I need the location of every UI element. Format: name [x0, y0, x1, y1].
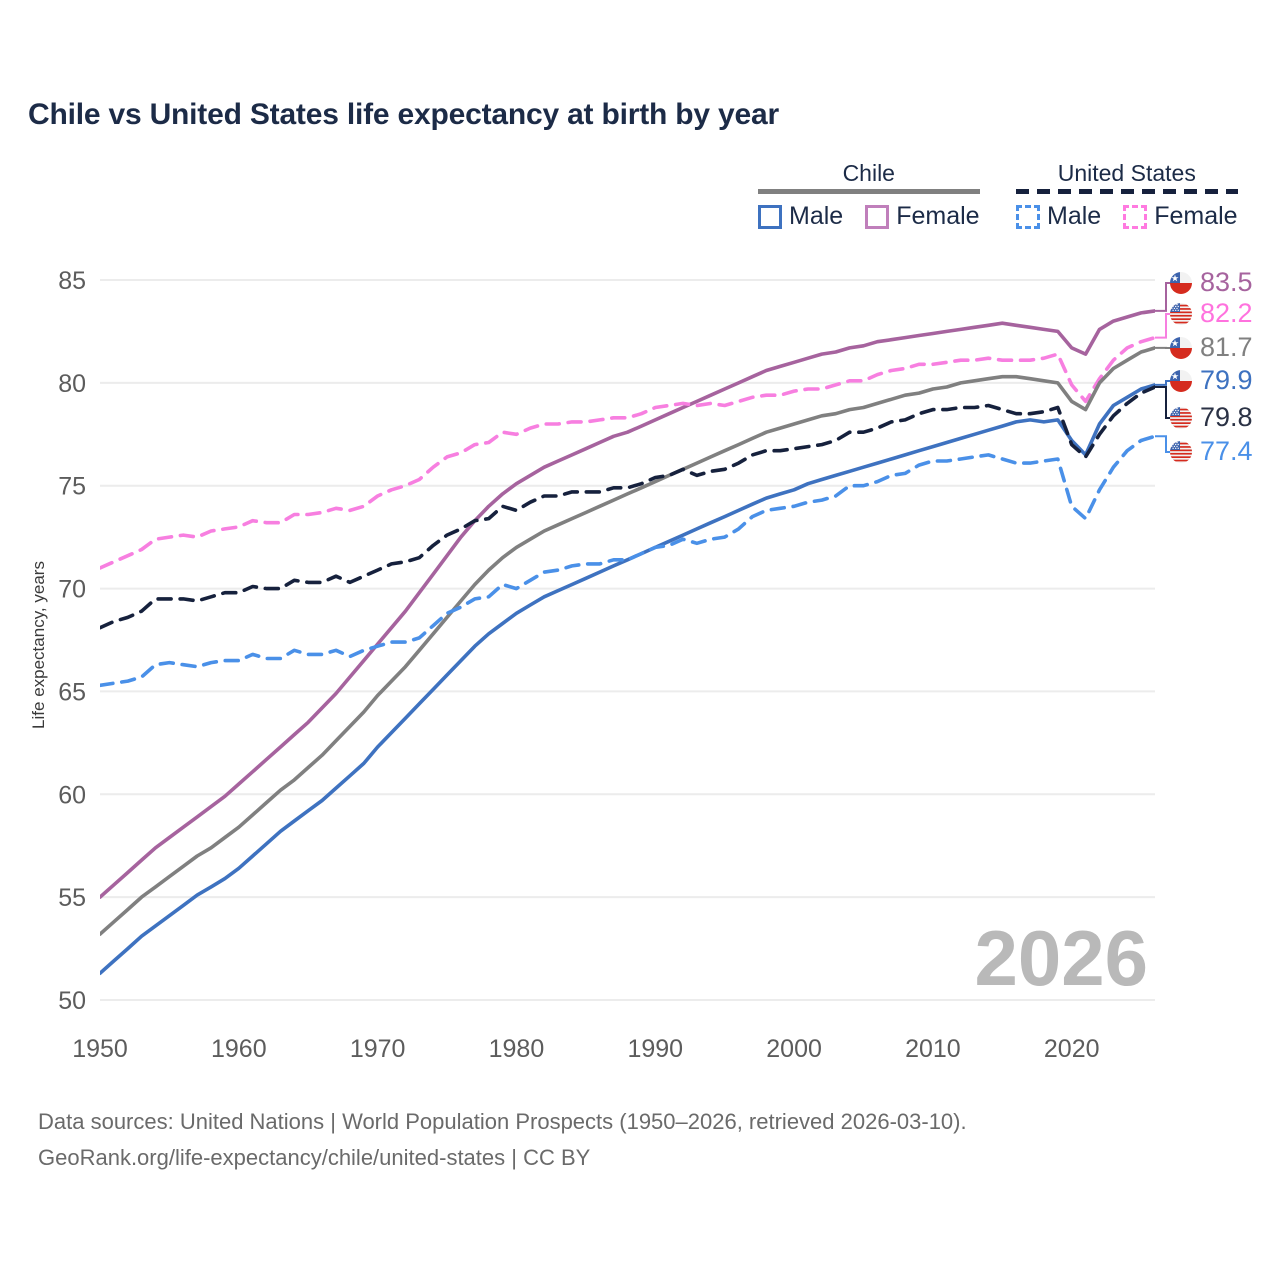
legend-label-chile-male: Male: [789, 202, 844, 230]
x-tick-label: 1950: [72, 1035, 128, 1063]
y-tick-label: 50: [58, 987, 86, 1015]
legend-label-chile-female: Female: [896, 202, 980, 230]
legend-item-us-female[interactable]: Female: [1123, 202, 1238, 231]
legend: Chile Male Female United States Male Fem…: [758, 160, 1258, 238]
us-flag-icon: [1170, 303, 1192, 325]
series-line-united-states-female: [100, 335, 1155, 570]
page-title: Chile vs United States life expectancy a…: [28, 98, 779, 131]
end-value-label: 77.4: [1200, 436, 1253, 466]
chile-flag-icon: [1170, 337, 1192, 359]
gridlines: [100, 279, 1155, 1001]
x-axis-tick-labels: 1950 1960 1970 1980 1990 2000 2010 2020: [72, 1035, 1099, 1063]
legend-label-us-male: Male: [1047, 202, 1102, 230]
legend-swatch-us-male: [1016, 204, 1040, 229]
legend-swatch-chile-male: [758, 204, 782, 229]
end-label-leader: [1155, 282, 1172, 312]
us-flag-icon: [1170, 407, 1192, 429]
y-tick-label: 65: [58, 678, 86, 706]
series-line-united-states-total: [100, 385, 1155, 630]
x-tick-label: 1970: [350, 1035, 406, 1063]
x-tick-label: 1990: [627, 1035, 683, 1063]
y-axis-title: Life expectancy, years: [29, 561, 48, 729]
end-label-leader: [1155, 313, 1172, 339]
y-tick-label: 75: [58, 473, 86, 501]
series-line-united-states-male: [100, 434, 1155, 688]
chile-flag-icon: [1170, 370, 1192, 392]
legend-rule-chile: [758, 189, 980, 194]
series-line-chile-total: [100, 346, 1155, 936]
series-lines: [100, 309, 1155, 976]
legend-group-title-chile: Chile: [842, 160, 895, 186]
footer-line-1: Data sources: United Nations | World Pop…: [38, 1109, 967, 1134]
x-tick-label: 2020: [1044, 1035, 1100, 1063]
end-value-labels: 83.582.2 81.779.9 79.8 77.4: [1155, 267, 1253, 466]
end-label-leader: [1155, 380, 1172, 386]
y-tick-label: 80: [58, 370, 86, 398]
x-tick-label: 2010: [905, 1035, 961, 1063]
end-value-label: 79.9: [1200, 365, 1253, 395]
year-watermark: 2026: [974, 914, 1148, 1002]
y-axis-tick-labels: 50 55 60 65 70 75 80 85: [58, 267, 86, 1015]
series-line-chile-male: [100, 383, 1155, 976]
footer-line-2: GeoRank.org/life-expectancy/chile/united…: [38, 1145, 591, 1170]
legend-label-us-female: Female: [1154, 202, 1238, 230]
legend-group-united-states: United States Male Female: [1016, 160, 1238, 231]
chile-flag-icon: [1170, 272, 1192, 294]
end-value-label: 79.8: [1200, 402, 1253, 432]
y-tick-label: 70: [58, 576, 86, 604]
y-tick-label: 60: [58, 781, 86, 809]
legend-group-title-united-states: United States: [1057, 160, 1196, 186]
legend-item-us-male[interactable]: Male: [1016, 202, 1101, 231]
end-label-leader: [1155, 386, 1172, 419]
footer: Data sources: United Nations | World Pop…: [38, 1104, 967, 1176]
legend-rule-united-states: [1016, 189, 1238, 194]
y-tick-label: 55: [58, 884, 86, 912]
legend-swatch-us-female: [1123, 204, 1148, 229]
x-tick-label: 1960: [211, 1035, 267, 1063]
legend-swatch-chile-female: [865, 204, 890, 229]
series-line-chile-female: [100, 309, 1155, 899]
y-tick-label: 85: [58, 267, 86, 295]
end-label-leader: [1155, 435, 1172, 453]
end-value-label: 81.7: [1200, 332, 1253, 362]
legend-item-chile-female[interactable]: Female: [865, 202, 980, 231]
us-flag-icon: [1170, 441, 1192, 463]
x-tick-label: 1980: [489, 1035, 545, 1063]
end-value-label: 82.2: [1200, 298, 1253, 328]
legend-group-chile: Chile Male Female: [758, 160, 980, 231]
x-tick-label: 2000: [766, 1035, 822, 1063]
legend-item-chile-male[interactable]: Male: [758, 202, 843, 231]
end-value-label: 83.5: [1200, 267, 1253, 297]
